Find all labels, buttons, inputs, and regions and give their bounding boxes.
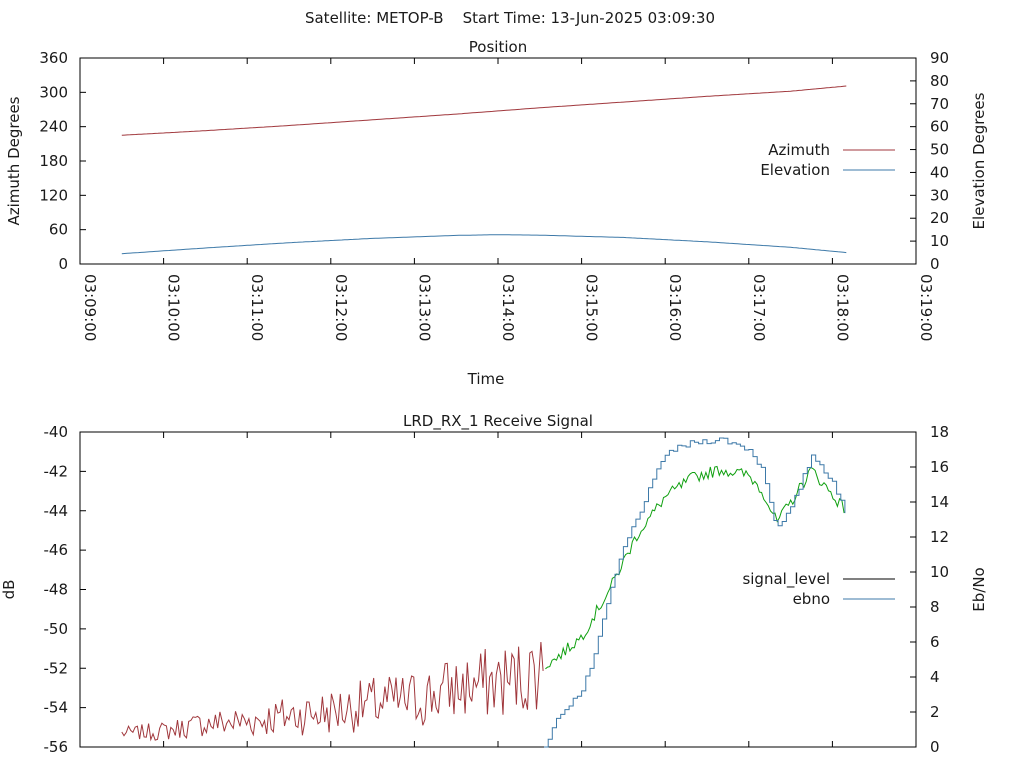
series-elevation-line <box>121 234 847 255</box>
signal-y-tick-label: -54 <box>44 699 69 717</box>
position-y-tick-label: 360 <box>39 49 68 67</box>
position-legend-label: Azimuth <box>768 141 830 159</box>
position-x-tick-label: 03:17:00 <box>750 274 768 341</box>
position-y-tick-label: 60 <box>49 221 68 239</box>
signal-y2-tick-label: 0 <box>930 738 940 756</box>
signal-y2-tick-label: 10 <box>930 563 949 581</box>
receive-signal-plot: -40 -42 -44 -46 -48 -50 -52 -54 -56 0 2 4 6 8 10 12 14 16… <box>0 412 988 756</box>
position-y2-tick-label: 40 <box>930 163 949 181</box>
position-y2-tick-label: 90 <box>930 49 949 67</box>
signal-y-tick-label: -42 <box>44 462 69 480</box>
position-y2-tick-label: 70 <box>930 95 949 113</box>
signal-y2-tick-label: 6 <box>930 633 940 651</box>
position-y2-tick-label: 60 <box>930 118 949 136</box>
position-x-tick-label: 03:09:00 <box>81 274 99 341</box>
position-x-tick-label: 03:16:00 <box>666 274 684 341</box>
position-x-axis-label: Time <box>467 370 505 388</box>
series-signal-level-line-strong <box>545 465 845 670</box>
signal-y2-tick-label: 12 <box>930 528 949 546</box>
signal-y2-tick-label: 14 <box>930 493 949 511</box>
position-y-tick-label: 240 <box>39 118 68 136</box>
position-title: Position <box>469 38 527 56</box>
series-azimuth-line <box>121 85 847 136</box>
position-y2-tick-label: 50 <box>930 141 949 159</box>
signal-y2-axis-label: Eb/No <box>970 567 988 611</box>
series-signal-level-line-weak <box>121 641 544 742</box>
position-x-tick-label: 03:18:00 <box>833 274 851 341</box>
signal-y2-tick-label: 4 <box>930 668 940 686</box>
signal-legend-label: ebno <box>793 590 830 608</box>
position-y2-tick-label: 10 <box>930 232 949 250</box>
signal-y-tick-label: -40 <box>44 423 69 441</box>
position-x-tick-label: 03:19:00 <box>917 274 935 341</box>
position-y-axis-label: Azimuth Degrees <box>5 96 23 225</box>
signal-y-tick-label: -52 <box>44 659 69 677</box>
signal-legend-label: signal_level <box>742 570 830 589</box>
position-y2-tick-label: 80 <box>930 72 949 90</box>
position-y-tick-label: 120 <box>39 186 68 204</box>
signal-y-tick-label: -50 <box>44 620 69 638</box>
position-legend-label: Elevation <box>760 161 830 179</box>
series-ebno-line <box>544 437 846 748</box>
position-y-tick-label: 0 <box>58 255 68 273</box>
position-y-tick-label: 300 <box>39 83 68 101</box>
position-x-tick-label: 03:13:00 <box>415 274 433 341</box>
position-x-tick-label: 03:11:00 <box>248 274 266 341</box>
signal-y2-tick-label: 18 <box>930 423 949 441</box>
signal-title: LRD_RX_1 Receive Signal <box>403 412 593 431</box>
signal-y2-tick-label: 2 <box>930 703 940 721</box>
signal-y-tick-label: -44 <box>44 502 69 520</box>
position-x-tick-label: 03:10:00 <box>165 274 183 341</box>
signal-y2-tick-label: 8 <box>930 598 940 616</box>
signal-y-tick-label: -46 <box>44 541 69 559</box>
position-y2-tick-label: 30 <box>930 186 949 204</box>
figure-title: Satellite: METOP-B Start Time: 13-Jun-20… <box>305 9 715 27</box>
signal-y-tick-label: -48 <box>44 581 69 599</box>
position-y-tick-label: 180 <box>39 152 68 170</box>
signal-frame <box>79 431 917 748</box>
position-y2-tick-label: 0 <box>930 255 940 273</box>
position-y2-tick-label: 20 <box>930 209 949 227</box>
signal-y-tick-label: -56 <box>44 738 69 756</box>
position-plot: 03:09:00 03:10:00 03:11:00 03:12:00 03:13:00… <box>5 38 988 388</box>
position-x-tick-label: 03:14:00 <box>499 274 517 341</box>
position-x-tick-label: 03:15:00 <box>583 274 601 341</box>
signal-y2-tick-label: 16 <box>930 458 949 476</box>
position-x-tick-label: 03:12:00 <box>332 274 350 341</box>
signal-y-axis-label: dB <box>0 580 18 600</box>
position-y2-axis-label: Elevation Degrees <box>970 92 988 229</box>
